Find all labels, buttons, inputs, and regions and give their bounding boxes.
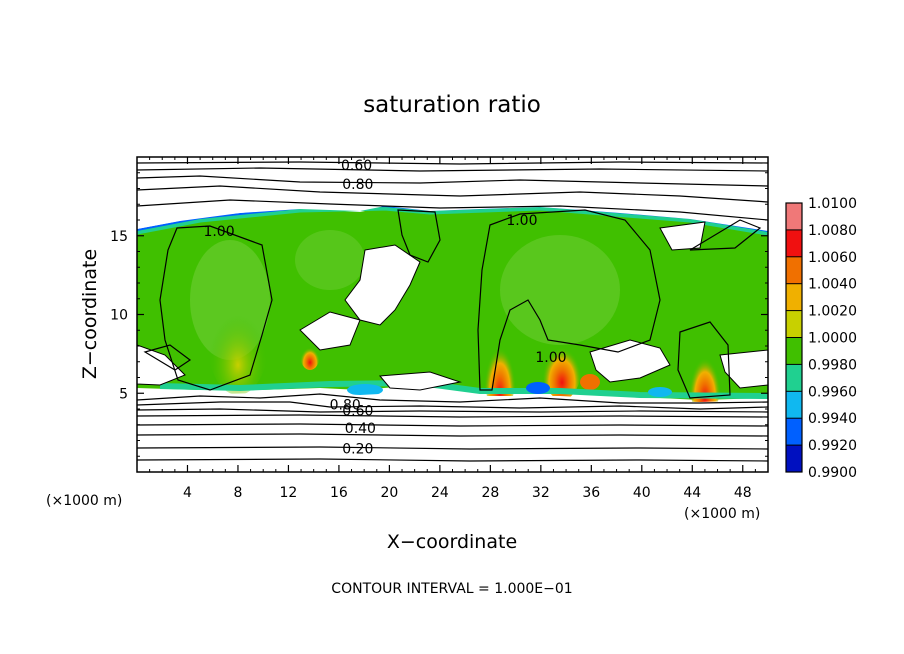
contour-1-00-right [677, 321, 731, 399]
contour-line [137, 433, 768, 437]
colorbar-level-label: 0.9980 [808, 357, 857, 373]
colorbar-level-label: 1.0060 [808, 250, 857, 266]
warm-plume [300, 340, 320, 370]
x-tick-label: 32 [532, 485, 550, 501]
contour-label: 1.00 [203, 224, 234, 240]
x-tick-label: 36 [582, 485, 600, 501]
colorbar-swatch [786, 310, 802, 338]
contour-line [137, 167, 768, 172]
dry-region [299, 311, 361, 351]
contour-label: 1.00 [535, 350, 566, 366]
colorbar-level-label: 1.0100 [808, 196, 857, 212]
y-tick-label: 15 [110, 229, 128, 245]
x-tick-label: 12 [280, 485, 298, 501]
colorbar-swatch [786, 283, 802, 311]
colorbar-swatch [786, 337, 802, 365]
contour-line [137, 458, 768, 462]
colorbar-level-label: 1.0080 [808, 223, 857, 239]
colorbar-level-label: 0.9900 [808, 465, 857, 481]
x-unit-left: (×1000 m) [46, 493, 122, 509]
x-axis: 4 8 12 16 20 24 28 32 36 40 44 48 [149, 157, 756, 501]
x-tick-label: 8 [233, 485, 242, 501]
contour-line [137, 408, 768, 413]
colorbar-swatch [786, 203, 802, 230]
contour-1-00-left [159, 225, 273, 391]
warm-plume [580, 374, 600, 390]
light-blotch [500, 235, 620, 345]
x-tick-label: 40 [633, 485, 651, 501]
colorbar-level-label: 0.9960 [808, 384, 857, 400]
colorbar: 1.0100 1.0080 1.0060 1.0040 1.0020 1.0000 0.99… [785, 196, 857, 481]
colorbar-level-label: 1.0020 [808, 304, 857, 320]
contour-label: 1.00 [506, 213, 537, 229]
colorbar-swatch [786, 256, 802, 284]
x-tick-label: 20 [380, 485, 398, 501]
contour-label: 0.40 [345, 421, 376, 437]
contour-line [137, 185, 768, 203]
colorbar-level-label: 1.0040 [808, 277, 857, 293]
contour-label: 0.60 [341, 158, 372, 174]
contour-lines [137, 161, 768, 462]
colorbar-swatch [786, 391, 802, 419]
contour-line [137, 175, 768, 187]
contour-1-00-blob [689, 219, 762, 251]
blue-spot [648, 387, 672, 397]
y-tick-label: 5 [119, 386, 128, 402]
dry-region [378, 371, 462, 391]
blue-spot [347, 384, 383, 396]
contour-label: 0.80 [342, 177, 373, 193]
contour-line [137, 414, 768, 418]
x-tick-label: 28 [481, 485, 499, 501]
colorbar-swatch [786, 445, 802, 472]
contour-interval-note: CONTOUR INTERVAL = 1.000E−01 [331, 581, 572, 597]
colorbar-level-label: 1.0000 [808, 331, 857, 347]
x-axis-label: X−coordinate [387, 531, 517, 553]
contour-line [137, 401, 768, 410]
colorbar-level-label: 0.9940 [808, 411, 857, 427]
colorbar-swatch [786, 418, 802, 446]
x-unit-right: (×1000 m) [684, 506, 760, 522]
upper-dry-layer [137, 157, 768, 231]
x-tick-label: 4 [183, 485, 192, 501]
colorbar-level-label: 0.9920 [808, 438, 857, 454]
contour-line [137, 446, 768, 450]
lower-dry-layer [137, 392, 768, 472]
contour-line [137, 161, 768, 165]
dry-region [344, 244, 421, 326]
warm-plume [208, 295, 268, 395]
x-tick-label: 24 [431, 485, 449, 501]
colorbar-swatch [786, 364, 802, 392]
contour-label: 0.80 [330, 397, 361, 413]
x-tick-label: 16 [330, 485, 348, 501]
contour-1-00-blob [397, 209, 441, 263]
contour-1-00-middle [477, 209, 661, 391]
x-tick-label: 44 [683, 485, 701, 501]
contour-1-00-blob [143, 344, 192, 371]
hot-plume [542, 330, 582, 400]
contour-label: 0.60 [342, 404, 373, 420]
colorbar-swatch [786, 229, 802, 257]
contour-line [137, 423, 768, 427]
x-tick-label: 48 [734, 485, 752, 501]
cyan-fringe-bottom [159, 379, 768, 399]
contour-line [137, 199, 768, 221]
contour-labels: 0.600.801.001.001.000.800.600.400.20 [203, 158, 566, 458]
light-blotch [295, 230, 365, 290]
dry-region [659, 221, 706, 251]
y-tick-label: 10 [110, 308, 128, 324]
blue-spot [526, 382, 550, 394]
y-axis-label: Z−coordinate [79, 249, 101, 379]
contour-line [137, 393, 768, 404]
y-axis: 5 10 15 [110, 172, 768, 457]
chart-title: saturation ratio [363, 92, 541, 118]
contour-label: 0.20 [342, 441, 373, 457]
dry-region [719, 349, 768, 389]
